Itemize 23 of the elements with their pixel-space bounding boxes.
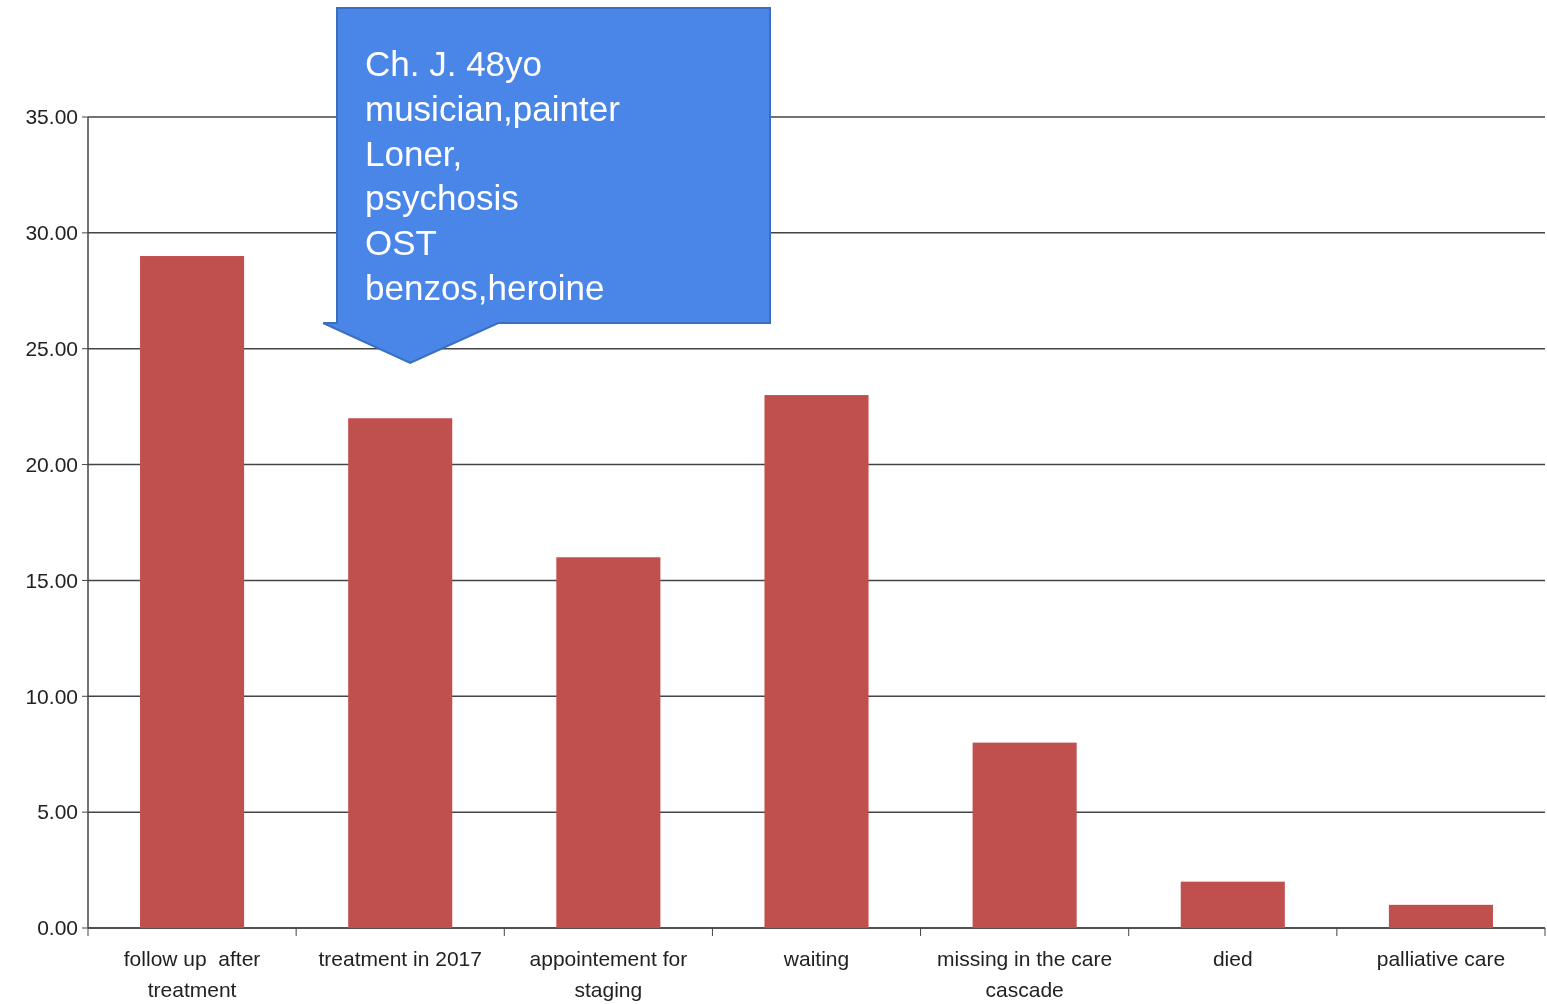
y-tick-label: 35.00 <box>25 105 78 129</box>
bar <box>1180 881 1285 928</box>
bar <box>140 256 245 928</box>
x-tick-label: appointement for staging <box>529 947 688 1001</box>
y-tick-label: 30.00 <box>25 221 78 245</box>
x-tick-label: follow up after treatment <box>123 947 261 1001</box>
bar <box>348 418 453 928</box>
bar <box>556 557 661 928</box>
annotation: Ch. J. 48yo musician,painter Loner, psychosis OST benzos,heroine <box>365 44 621 307</box>
x-tick-label: palliative care <box>1376 947 1506 970</box>
x-tick-label: died <box>1212 947 1253 970</box>
x-tick-label: missing in the care cascade <box>937 947 1113 1001</box>
bar <box>1388 904 1493 928</box>
y-tick-label: 0.00 <box>37 916 78 940</box>
y-tick-label: 20.00 <box>25 452 78 476</box>
x-tick-label: treatment in 2017 <box>318 947 482 970</box>
y-tick-label: 10.00 <box>25 684 78 708</box>
y-tick-label: 25.00 <box>25 337 78 361</box>
bar <box>764 395 869 928</box>
x-tick-label: waiting <box>782 947 850 970</box>
y-tick-label: 15.00 <box>25 568 78 592</box>
y-tick-label: 5.00 <box>37 800 78 824</box>
bar <box>972 742 1077 928</box>
